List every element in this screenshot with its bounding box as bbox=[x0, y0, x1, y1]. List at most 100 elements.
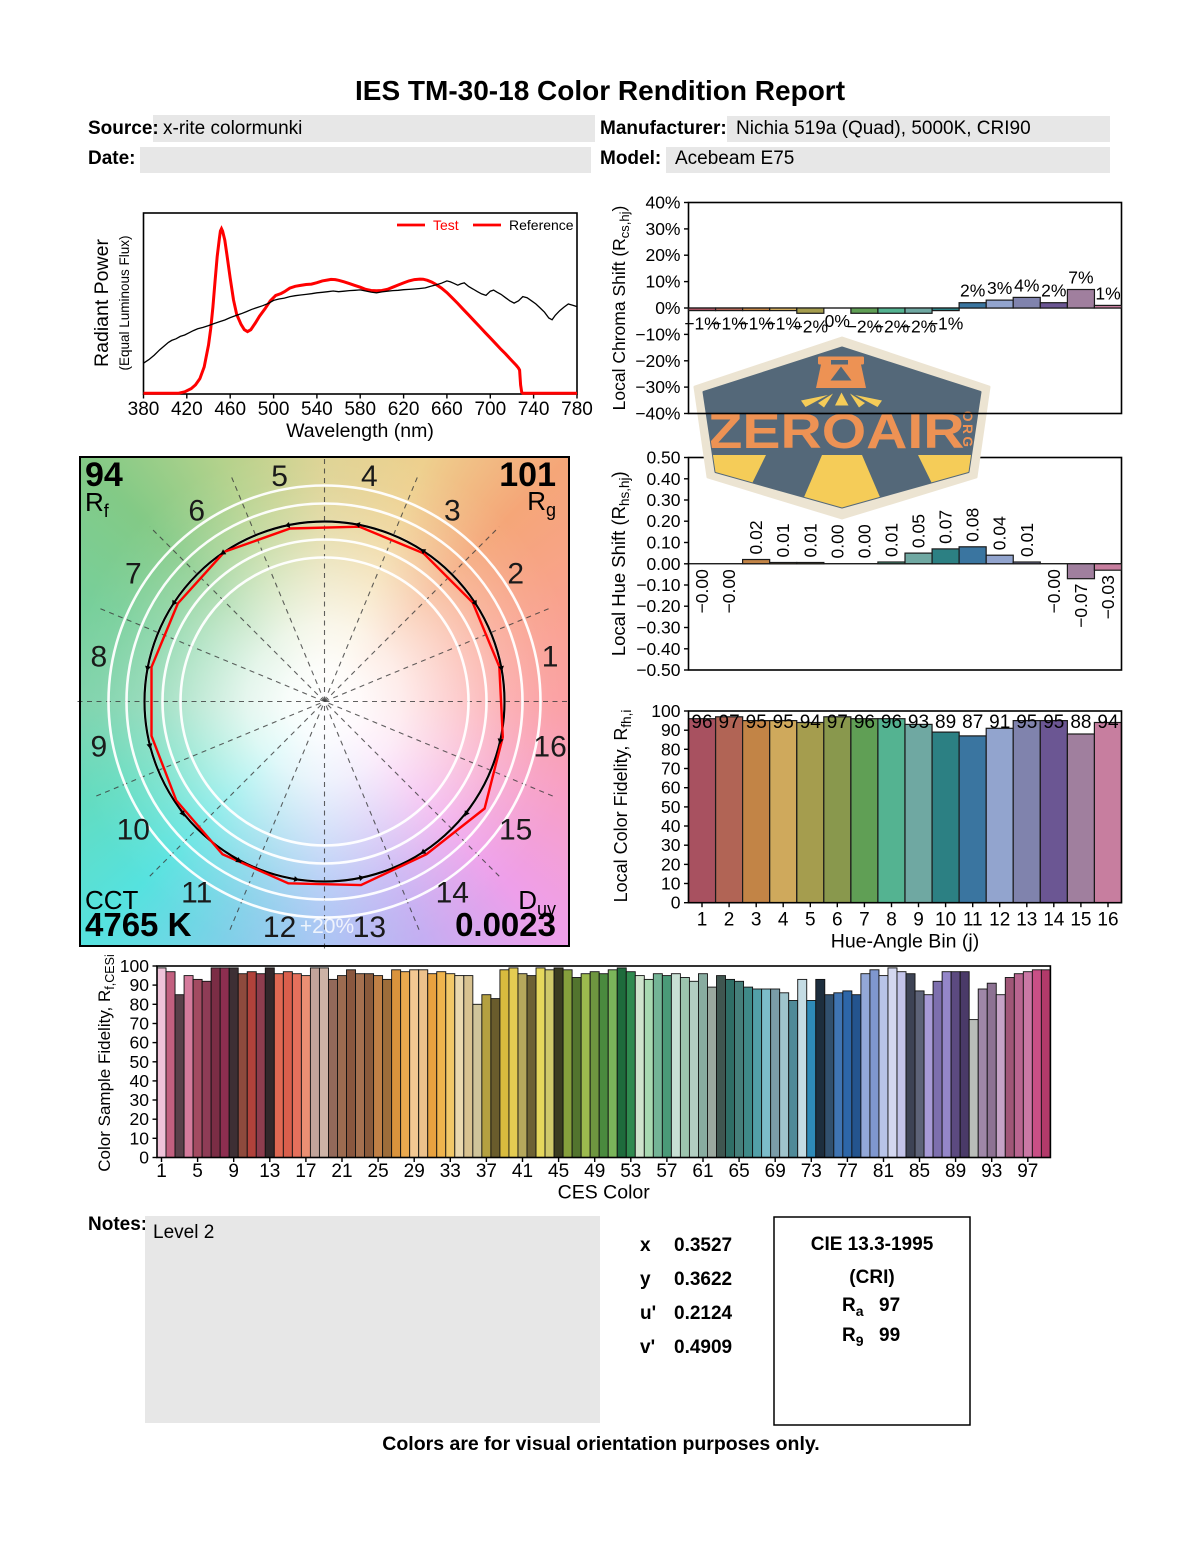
svg-text:2: 2 bbox=[724, 910, 735, 931]
svg-text:50: 50 bbox=[661, 797, 681, 817]
svg-text:x: x bbox=[640, 1235, 651, 1256]
svg-text:CCT: CCT bbox=[85, 885, 139, 915]
svg-text:95: 95 bbox=[1016, 712, 1037, 733]
svg-text:Date:: Date: bbox=[88, 148, 136, 169]
svg-text:620: 620 bbox=[388, 399, 420, 420]
svg-text:Manufacturer:: Manufacturer: bbox=[600, 118, 727, 139]
svg-text:R9: R9 bbox=[842, 1325, 864, 1349]
svg-text:100: 100 bbox=[120, 956, 149, 976]
svg-text:1: 1 bbox=[542, 641, 559, 674]
svg-text:380: 380 bbox=[128, 399, 160, 420]
svg-text:100: 100 bbox=[651, 701, 680, 721]
svg-text:580: 580 bbox=[344, 399, 376, 420]
svg-text:Local Chroma Shift (Rcs,hj): Local Chroma Shift (Rcs,hj) bbox=[609, 206, 632, 411]
svg-text:0.00: 0.00 bbox=[827, 524, 847, 558]
svg-text:94: 94 bbox=[85, 456, 123, 494]
svg-text:30: 30 bbox=[661, 835, 681, 855]
svg-text:1: 1 bbox=[156, 1161, 167, 1182]
svg-text:−40%: −40% bbox=[635, 404, 680, 424]
svg-text:700: 700 bbox=[474, 399, 506, 420]
svg-text:13: 13 bbox=[259, 1161, 280, 1182]
svg-text:85: 85 bbox=[909, 1161, 930, 1182]
svg-text:540: 540 bbox=[301, 399, 333, 420]
svg-text:81: 81 bbox=[873, 1161, 894, 1182]
svg-text:x-rite colormunki: x-rite colormunki bbox=[163, 118, 302, 139]
svg-text:8: 8 bbox=[886, 910, 897, 931]
svg-text:Rf: Rf bbox=[85, 487, 110, 521]
svg-text:0.20: 0.20 bbox=[646, 511, 680, 531]
svg-text:20%: 20% bbox=[645, 245, 680, 265]
svg-text:60: 60 bbox=[661, 778, 681, 798]
svg-text:49: 49 bbox=[584, 1161, 605, 1182]
svg-text:97: 97 bbox=[879, 1295, 900, 1316]
svg-text:12: 12 bbox=[989, 910, 1010, 931]
svg-text:70: 70 bbox=[661, 759, 681, 779]
svg-text:97: 97 bbox=[827, 712, 848, 733]
svg-text:97: 97 bbox=[719, 712, 740, 733]
svg-text:30: 30 bbox=[130, 1090, 150, 1110]
svg-text:0.3622: 0.3622 bbox=[674, 1269, 732, 1290]
svg-text:93: 93 bbox=[908, 712, 929, 733]
svg-text:Ra: Ra bbox=[842, 1295, 864, 1319]
svg-text:CES Color: CES Color bbox=[558, 1182, 651, 1204]
svg-text:3: 3 bbox=[444, 494, 461, 527]
svg-text:0.01: 0.01 bbox=[882, 523, 902, 557]
svg-text:80: 80 bbox=[130, 994, 150, 1014]
svg-text:−2%: −2% bbox=[874, 316, 910, 336]
svg-text:Acebeam E75: Acebeam E75 bbox=[675, 148, 794, 169]
svg-text:4: 4 bbox=[361, 460, 378, 493]
svg-text:5: 5 bbox=[192, 1161, 203, 1182]
svg-text:9: 9 bbox=[91, 730, 108, 763]
svg-text:50: 50 bbox=[130, 1052, 150, 1072]
svg-text:10: 10 bbox=[117, 813, 150, 846]
svg-text:90: 90 bbox=[130, 975, 150, 995]
svg-text:37: 37 bbox=[476, 1161, 497, 1182]
svg-text:−2%: −2% bbox=[901, 316, 937, 336]
svg-text:Source:: Source: bbox=[88, 118, 159, 139]
svg-text:96: 96 bbox=[854, 712, 875, 733]
svg-text:6: 6 bbox=[188, 494, 205, 527]
svg-text:0%: 0% bbox=[825, 311, 850, 331]
svg-text:−0.00: −0.00 bbox=[692, 569, 712, 614]
svg-text:101: 101 bbox=[499, 456, 556, 494]
svg-text:CIE 13.3-1995: CIE 13.3-1995 bbox=[811, 1234, 934, 1255]
svg-text:Model:: Model: bbox=[600, 148, 661, 169]
svg-text:Reference: Reference bbox=[509, 217, 574, 233]
svg-text:10: 10 bbox=[935, 910, 956, 931]
svg-text:v': v' bbox=[640, 1337, 655, 1358]
svg-text:0.10: 0.10 bbox=[646, 533, 680, 553]
svg-text:99: 99 bbox=[879, 1325, 900, 1346]
svg-text:94: 94 bbox=[800, 712, 822, 733]
svg-text:0: 0 bbox=[139, 1148, 149, 1168]
svg-text:500: 500 bbox=[258, 399, 290, 420]
svg-text:20: 20 bbox=[130, 1109, 150, 1129]
svg-text:0.08: 0.08 bbox=[963, 508, 983, 542]
svg-text:−0.20: −0.20 bbox=[636, 596, 681, 616]
svg-text:77: 77 bbox=[837, 1161, 858, 1182]
svg-text:4%: 4% bbox=[1014, 275, 1039, 295]
svg-text:89: 89 bbox=[935, 712, 956, 733]
svg-text:1%: 1% bbox=[1095, 283, 1120, 303]
svg-text:−1%: −1% bbox=[765, 314, 801, 334]
svg-text:13: 13 bbox=[353, 911, 386, 944]
svg-text:0.30: 0.30 bbox=[646, 490, 680, 510]
svg-text:Level 2: Level 2 bbox=[153, 1222, 214, 1243]
svg-text:2: 2 bbox=[507, 558, 524, 591]
svg-text:−1%: −1% bbox=[928, 314, 964, 334]
svg-text:Test: Test bbox=[433, 217, 459, 233]
svg-text:4765 K: 4765 K bbox=[85, 906, 192, 943]
svg-text:0.2124: 0.2124 bbox=[674, 1303, 733, 1324]
svg-text:96: 96 bbox=[881, 712, 902, 733]
svg-text:ORG: ORG bbox=[960, 411, 975, 447]
svg-text:420: 420 bbox=[171, 399, 203, 420]
svg-text:−0.30: −0.30 bbox=[636, 618, 681, 638]
svg-text:40: 40 bbox=[661, 816, 681, 836]
svg-text:21: 21 bbox=[331, 1161, 352, 1182]
svg-text:9: 9 bbox=[913, 910, 924, 931]
svg-text:6: 6 bbox=[832, 910, 843, 931]
svg-text:89: 89 bbox=[945, 1161, 966, 1182]
svg-text:y: y bbox=[640, 1269, 651, 1290]
svg-text:11: 11 bbox=[181, 877, 212, 910]
svg-text:IES TM-30-18 Color Rendition R: IES TM-30-18 Color Rendition Report bbox=[355, 75, 845, 106]
svg-text:Local Hue Shift (Rhs,hj): Local Hue Shift (Rhs,hj) bbox=[608, 471, 632, 656]
